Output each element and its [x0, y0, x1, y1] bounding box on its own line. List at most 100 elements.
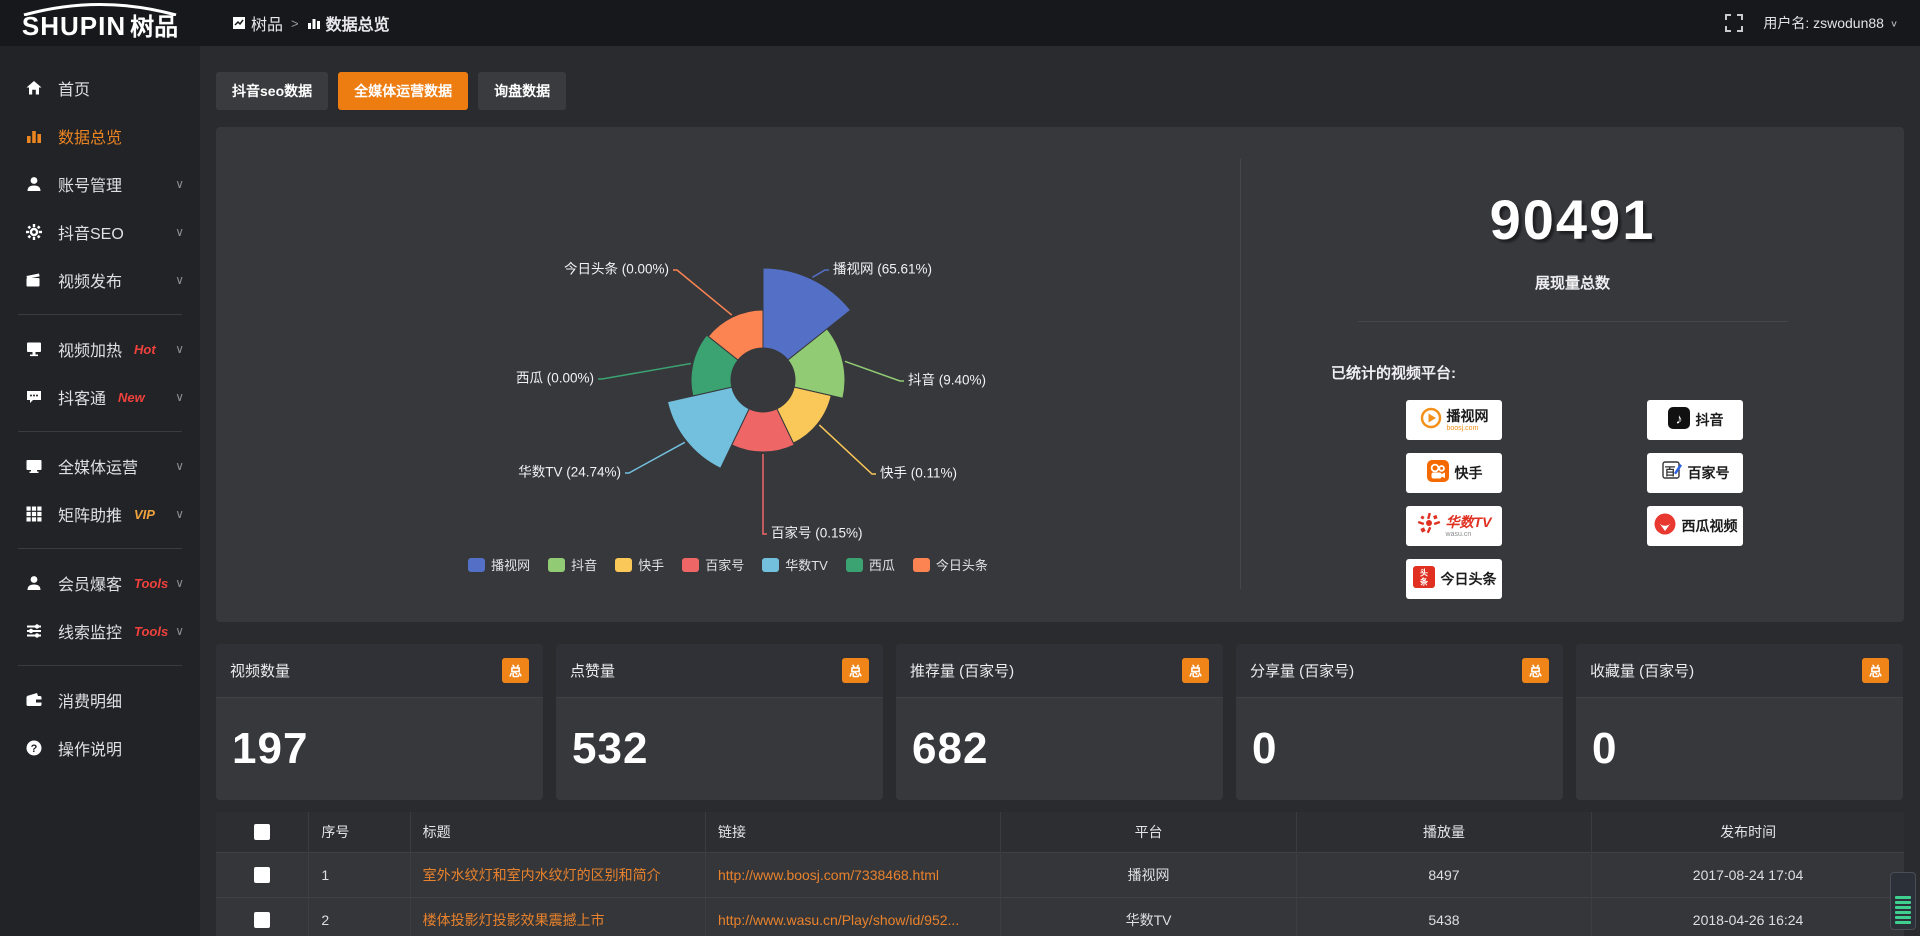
platform-sub: boosj.com: [1446, 424, 1479, 432]
xigua-logo-icon: [1653, 512, 1677, 541]
stat-card-收藏量 (百家号): 收藏量 (百家号) 总 0: [1576, 644, 1903, 800]
column-header-序号: 序号: [308, 812, 411, 852]
sidebar-item-label: 视频发布: [58, 274, 123, 291]
legend-label: 华数TV: [785, 558, 828, 573]
cell-time: 2018-04-26 16:24: [1591, 896, 1904, 936]
sidebar-item-badge: Tools: [134, 623, 169, 639]
cell-title[interactable]: 楼体投影灯投影效果震撼上市: [410, 896, 706, 936]
stat-card-header: 收藏量 (百家号) 总: [1576, 644, 1903, 698]
row-checkbox[interactable]: [254, 911, 271, 928]
topbar: SHUPIN 树品 树品 > 数据总览 用户名: zswodun88 ∨: [0, 0, 1920, 46]
tab-全媒体运营数据[interactable]: 全媒体运营数据: [338, 72, 469, 110]
username-label: 用户名: zswodun88: [1763, 15, 1884, 31]
pie-slice-今日头条[interactable]: [707, 309, 764, 361]
sidebar-item-视频发布[interactable]: 视频发布 ∨: [0, 256, 200, 304]
legend-item-播视网[interactable]: 播视网: [468, 555, 530, 574]
tab-抖音seo数据[interactable]: 抖音seo数据: [216, 72, 329, 110]
sidebar-item-矩阵助推[interactable]: 矩阵助推 VIP ∨: [0, 490, 200, 538]
sidebar-divider: [18, 548, 182, 549]
pie-slice-西瓜[interactable]: [690, 334, 739, 397]
platform-logo-播视网: 播视网 boosj.com: [1406, 400, 1502, 440]
legend-swatch: [615, 557, 633, 572]
platform-name: 抖音: [1695, 412, 1724, 428]
cell-title[interactable]: 室外水纹灯和室内水纹灯的区别和简介: [410, 851, 706, 897]
user-menu[interactable]: 用户名: zswodun88 ∨: [1763, 13, 1898, 33]
stat-card-点赞量: 点赞量 总 532: [556, 644, 883, 800]
legend-item-今日头条[interactable]: 今日头条: [912, 555, 988, 574]
legend-item-西瓜[interactable]: 西瓜: [845, 555, 895, 574]
sidebar-item-全媒体运营[interactable]: 全媒体运营 ∨: [0, 442, 200, 490]
platform-logo-快手: 快手: [1406, 453, 1502, 493]
column-header-标题: 标题: [410, 812, 706, 852]
total-badge[interactable]: 总: [501, 658, 529, 683]
chevron-down-icon: ∨: [175, 342, 184, 356]
sidebar-item-首页[interactable]: 首页: [0, 64, 200, 112]
cell-time: 2017-08-24 17:04: [1591, 851, 1904, 897]
row-checkbox[interactable]: [254, 866, 271, 883]
svg-text:条: 条: [1419, 576, 1429, 586]
pie-label: 百家号 (0.15%): [771, 525, 863, 541]
wasu-logo-icon: [1417, 512, 1441, 541]
desktop-icon: [24, 456, 44, 476]
floating-scroll-widget[interactable]: [1890, 872, 1916, 930]
stat-card-推荐量 (百家号): 推荐量 (百家号) 总 682: [896, 644, 1223, 800]
sidebar-item-抖音SEO[interactable]: 抖音SEO ∨: [0, 208, 200, 256]
tab-询盘数据[interactable]: 询盘数据: [478, 72, 567, 110]
sidebar-item-会员爆客[interactable]: 会员爆客 Tools ∨: [0, 559, 200, 607]
total-badge[interactable]: 总: [1521, 658, 1549, 683]
legend-item-抖音[interactable]: 抖音: [548, 555, 597, 574]
platform-logo-text: 播视网 boosj.com: [1447, 409, 1489, 432]
chevron-down-icon: ∨: [1889, 18, 1898, 29]
legend-item-华数TV[interactable]: 华数TV: [762, 555, 828, 574]
videos-table-panel: 序号 标题 链接 平台 播放量 发布时间 1 室外水纹灯和室内水纹灯的区别和简介 http:/…: [216, 812, 1904, 936]
legend-item-百家号[interactable]: 百家号: [682, 555, 744, 574]
total-badge[interactable]: 总: [841, 658, 869, 683]
legend-label: 快手: [638, 558, 665, 573]
bar-chart-icon: [24, 126, 44, 146]
sidebar-item-badge: Tools: [134, 575, 169, 591]
cell-plays: 5438: [1296, 896, 1593, 936]
sidebar-item-badge: New: [118, 389, 145, 405]
sidebar-item-视频加热[interactable]: 视频加热 Hot ∨: [0, 325, 200, 373]
user-icon: [24, 573, 44, 593]
breadcrumb-home[interactable]: 树品: [232, 11, 283, 35]
cell-link[interactable]: http://www.wasu.cn/Play/show/id/952...: [705, 896, 1002, 936]
pie-label-line: [598, 362, 692, 380]
fullscreen-icon[interactable]: [1725, 14, 1744, 32]
sidebar-item-操作说明[interactable]: ? 操作说明: [0, 724, 200, 772]
column-header-链接: 链接: [705, 812, 1002, 852]
stat-card-header: 分享量 (百家号) 总: [1236, 644, 1563, 698]
platform-logo-text: 百家号: [1688, 466, 1730, 480]
cell-platform: 播视网: [1000, 851, 1297, 897]
total-badge[interactable]: 总: [1861, 658, 1889, 683]
pie-slice-播视网[interactable]: [762, 267, 852, 361]
select-all-checkbox[interactable]: [254, 823, 271, 840]
svg-text:?: ?: [31, 743, 38, 755]
stat-cards-row: 视频数量总 197 点赞量总 532 推荐量 (百家号) 总 682 分享量 (百家号) 总 0 收…: [216, 644, 1904, 800]
gear-icon: [24, 222, 44, 242]
stat-card-label: 分享量 (百家号): [1250, 663, 1355, 680]
impressions-total-caption: 展现量总数: [1534, 275, 1610, 292]
sidebar-item-抖客通[interactable]: 抖客通 New ∨: [0, 373, 200, 421]
chevron-down-icon: ∨: [175, 459, 184, 473]
platform-logo-抖音: ♪ 抖音: [1647, 400, 1743, 440]
stat-card-header: 视频数量 总: [216, 644, 543, 698]
stat-card-value: 197: [232, 724, 309, 773]
total-badge[interactable]: 总: [1181, 658, 1209, 683]
sidebar-item-消费明细[interactable]: 消费明细: [0, 676, 200, 724]
videos-table: 序号 标题 链接 平台 播放量 发布时间 1 室外水纹灯和室内水纹灯的区别和简介 http:/…: [216, 812, 1904, 936]
platform-logo-grid: 播视网 boosj.com ♪ 抖音 快手百百家号 华数TV wasu.cn 西瓜视频头条今日…: [1406, 400, 1904, 599]
pie-slice-抖音[interactable]: [787, 328, 846, 399]
column-header-平台: 平台: [1000, 812, 1297, 852]
stat-card-label: 视频数量: [230, 663, 291, 680]
cell-link[interactable]: http://www.boosj.com/7338468.html: [705, 851, 1002, 897]
legend-item-快手[interactable]: 快手: [615, 555, 664, 574]
rose-pie-chart[interactable]: 播视网 (65.61%) 抖音 (9.40%) 快手 (0.11%) 百家号 (0.1…: [216, 127, 1240, 557]
sidebar-divider: [18, 431, 182, 432]
pie-slice-华数TV[interactable]: [666, 386, 750, 469]
sidebar-item-数据总览[interactable]: 数据总览: [0, 112, 200, 160]
sidebar-item-线索监控[interactable]: 线索监控 Tools ∨: [0, 607, 200, 655]
stat-card-value: 532: [572, 724, 649, 773]
breadcrumb-current[interactable]: 数据总览: [307, 11, 390, 35]
sidebar-item-账号管理[interactable]: 账号管理 ∨: [0, 160, 200, 208]
